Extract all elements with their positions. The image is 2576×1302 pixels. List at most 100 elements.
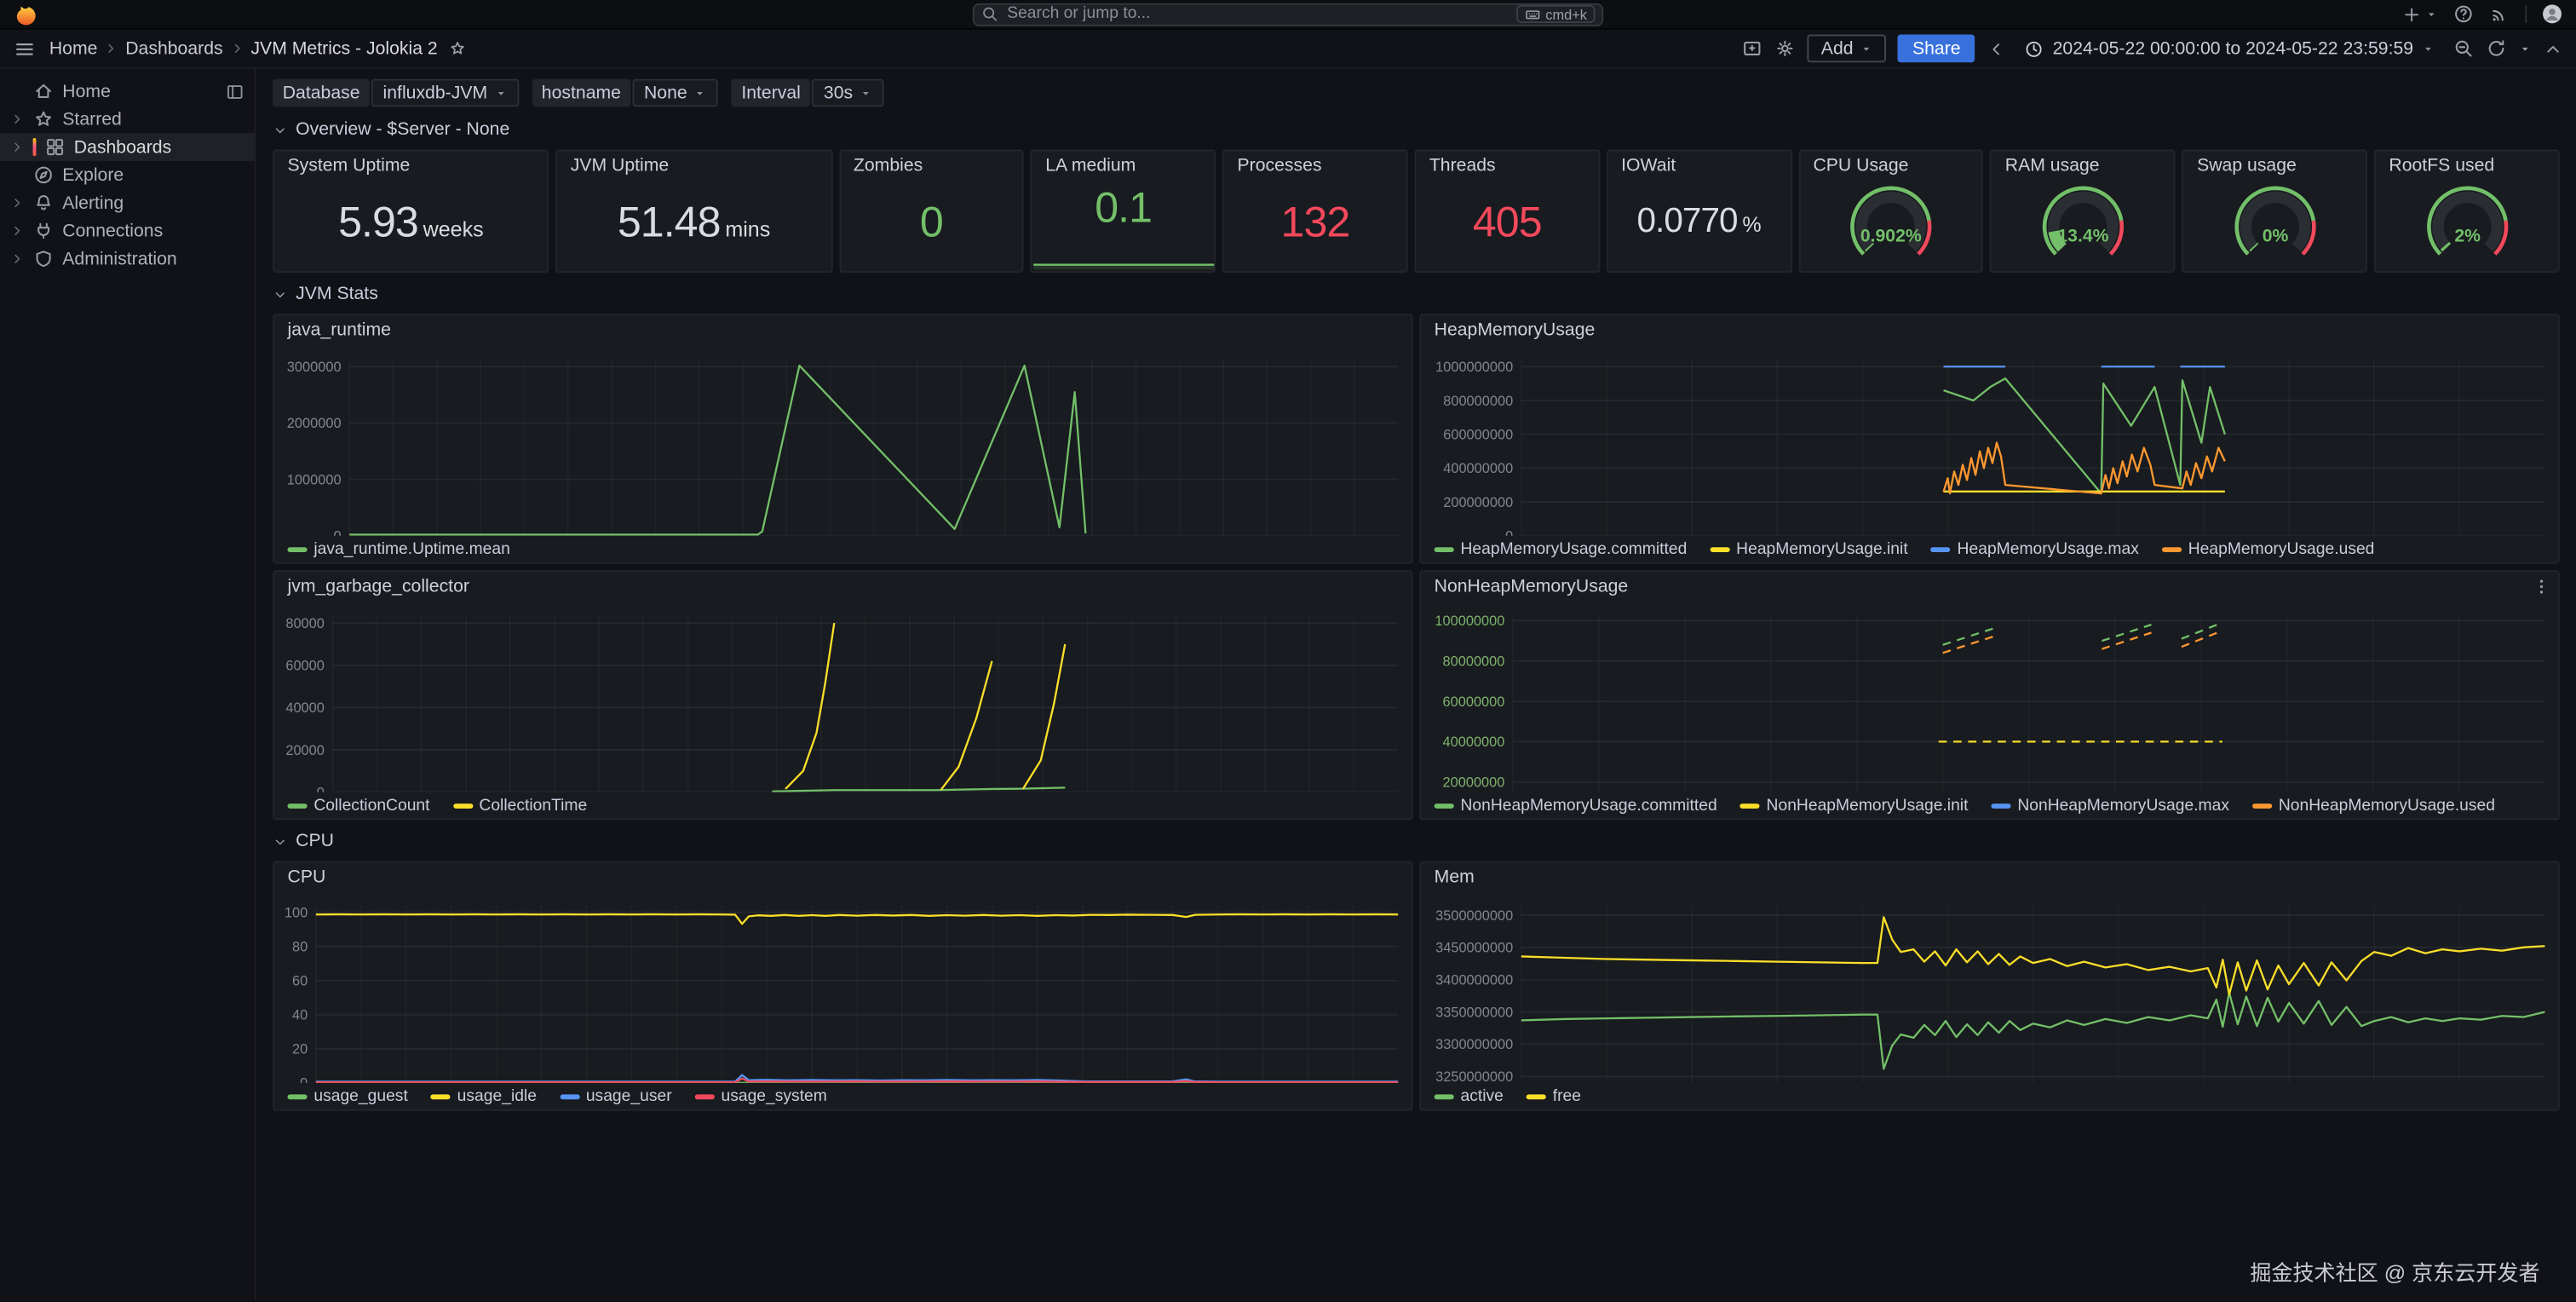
panel-title[interactable]: LA medium: [1045, 156, 1136, 176]
panel-title[interactable]: Threads: [1429, 156, 1496, 176]
row-header-overview[interactable]: Overview - $Server - None: [273, 117, 2560, 143]
add-button[interactable]: Add: [1808, 34, 1887, 63]
variable-value-dropdown[interactable]: 30s: [812, 78, 884, 107]
variable-label: Database: [273, 78, 371, 107]
search-shortcut-text: cmd+k: [1545, 5, 1587, 23]
panel-title[interactable]: RAM usage: [2004, 156, 2100, 176]
panel-title[interactable]: Swap usage: [2197, 156, 2297, 176]
panel-title[interactable]: Processes: [1237, 156, 1322, 176]
zoom-out-icon[interactable]: [2452, 37, 2474, 59]
news-icon[interactable]: [2489, 3, 2510, 25]
variable-hostname: hostname None: [532, 78, 719, 107]
variable-value-dropdown[interactable]: None: [632, 78, 719, 107]
home-icon: [33, 80, 55, 101]
sidebar-item-dashboards[interactable]: Dashboards: [0, 133, 255, 161]
legend-item[interactable]: java_runtime.Uptime.mean: [287, 540, 510, 558]
legend-item[interactable]: NonHeapMemoryUsage.init: [1739, 796, 1968, 815]
menu-toggle-icon[interactable]: [13, 37, 36, 60]
chevron-down-icon: [273, 834, 287, 849]
gauge-canvas: 13.4%: [2042, 185, 2124, 255]
dock-menu-icon[interactable]: [225, 81, 244, 101]
legend-item[interactable]: CollectionTime: [452, 796, 587, 815]
svg-text:80000: 80000: [285, 616, 325, 631]
search-icon: [980, 5, 998, 23]
svg-text:20: 20: [292, 1042, 308, 1057]
sidebar-item-explore[interactable]: Explore: [0, 161, 255, 189]
panel-title[interactable]: IOWait: [1621, 156, 1676, 176]
new-menu-button[interactable]: [2402, 4, 2438, 24]
search-shortcut-badge: cmd+k: [1515, 4, 1596, 23]
panel-title[interactable]: NonHeapMemoryUsage: [1434, 576, 1629, 597]
chart-area: 00:0002:0004:0006:0008:0010:0012:0014:00…: [1421, 894, 2558, 1083]
chart-canvas[interactable]: 00:0001:0002:0003:0004:0005:0006:0007:00…: [274, 347, 1412, 536]
panel-title[interactable]: Mem: [1434, 867, 1475, 888]
time-range-picker[interactable]: 2024-05-22 00:00:00 to 2024-05-22 23:59:…: [2018, 34, 2441, 62]
legend-item[interactable]: HeapMemoryUsage.max: [1930, 540, 2139, 558]
chart-canvas[interactable]: 00:0001:0002:0003:0004:0005:0006:0007:00…: [274, 894, 1412, 1083]
row-title: Overview - $Server - None: [296, 119, 510, 140]
legend-item[interactable]: HeapMemoryUsage.init: [1710, 540, 1908, 558]
search-input[interactable]: Search or jump to... cmd+k: [972, 2, 1604, 26]
collapse-controls-icon[interactable]: [2543, 38, 2562, 58]
expand-chevron-icon[interactable]: [10, 195, 25, 210]
grafana-logo-icon[interactable]: [13, 1, 39, 27]
time-shift-back-icon[interactable]: [1987, 38, 2006, 58]
legend-item[interactable]: NonHeapMemoryUsage.committed: [1434, 796, 1717, 815]
legend-item[interactable]: usage_idle: [430, 1087, 537, 1105]
panel-non-heap-memory-usage: NonHeapMemoryUsage 00:0002:0004:0006:000…: [1419, 570, 2560, 821]
panel-title[interactable]: CPU Usage: [1813, 156, 1909, 176]
expand-chevron-icon[interactable]: [10, 251, 25, 266]
panel-title[interactable]: RootFS used: [2389, 156, 2495, 176]
panel-title[interactable]: java_runtime: [287, 320, 391, 341]
legend-item[interactable]: usage_user: [559, 1087, 672, 1105]
expand-chevron-icon[interactable]: [10, 223, 25, 238]
panel-title[interactable]: System Uptime: [287, 156, 411, 176]
add-panel-icon[interactable]: [1742, 37, 1763, 59]
stat-panel-system-uptime: System Uptime 5.93 weeks: [273, 149, 549, 274]
sidebar-item-connections[interactable]: Connections: [0, 217, 255, 245]
row-header-cpu[interactable]: CPU: [273, 828, 2560, 855]
svg-text:3300000000: 3300000000: [1435, 1037, 1513, 1052]
breadcrumb-item[interactable]: Dashboards: [125, 38, 223, 59]
favorite-star-icon[interactable]: [449, 39, 467, 57]
legend-item[interactable]: usage_guest: [287, 1087, 408, 1105]
share-button[interactable]: Share: [1897, 34, 1975, 63]
chart-canvas[interactable]: 00:0002:0004:0006:0008:0010:0012:0014:00…: [1421, 347, 2558, 536]
legend-item[interactable]: NonHeapMemoryUsage.used: [2252, 796, 2495, 815]
chart-canvas[interactable]: 00:0002:0004:0006:0008:0010:0012:0014:00…: [1421, 894, 2558, 1083]
legend-item[interactable]: NonHeapMemoryUsage.max: [1991, 796, 2229, 815]
panel-title[interactable]: CPU: [287, 867, 326, 888]
legend-item[interactable]: HeapMemoryUsage.committed: [1434, 540, 1687, 558]
sidebar-item-starred[interactable]: Starred: [0, 105, 255, 133]
expand-chevron-icon[interactable]: [10, 140, 25, 154]
sidebar-item-alerting[interactable]: Alerting: [0, 189, 255, 217]
breadcrumb-item[interactable]: JVM Metrics - Jolokia 2: [250, 38, 438, 59]
panel-title[interactable]: HeapMemoryUsage: [1434, 320, 1596, 341]
panel-menu-icon[interactable]: [2532, 577, 2551, 596]
chart-canvas[interactable]: 00:0001:0002:0003:0004:0005:0006:0007:00…: [274, 603, 1412, 792]
refresh-icon[interactable]: [2486, 37, 2507, 59]
time-range-text: 2024-05-22 00:00:00 to 2024-05-22 23:59:…: [2052, 38, 2414, 59]
expand-chevron-icon[interactable]: [10, 112, 25, 126]
sidebar-item-home[interactable]: Home: [0, 78, 255, 106]
breadcrumb-item[interactable]: Home: [49, 38, 98, 59]
row-header-jvm-stats[interactable]: JVM Stats: [273, 281, 2560, 308]
avatar[interactable]: [2541, 3, 2562, 25]
svg-text:1000000000: 1000000000: [1435, 360, 1513, 375]
panel-title[interactable]: Zombies: [853, 156, 923, 176]
gauge: 13.4%: [1992, 171, 2174, 272]
svg-text:200000000: 200000000: [1443, 495, 1513, 510]
legend-item[interactable]: active: [1434, 1087, 1504, 1105]
legend-item[interactable]: CollectionCount: [287, 796, 430, 815]
panel-title[interactable]: JVM Uptime: [570, 156, 670, 176]
help-icon[interactable]: [2452, 3, 2474, 25]
panel-title[interactable]: jvm_garbage_collector: [287, 576, 469, 597]
refresh-interval-caret[interactable]: [2518, 42, 2531, 55]
legend-item[interactable]: free: [1526, 1087, 1581, 1105]
variable-value-dropdown[interactable]: influxdb-JVM: [371, 78, 519, 107]
chart-canvas[interactable]: 00:0002:0004:0006:0008:0010:0012:0014:00…: [1421, 603, 2558, 792]
legend-item[interactable]: usage_system: [694, 1087, 827, 1105]
legend-item[interactable]: HeapMemoryUsage.used: [2161, 540, 2374, 558]
dashboard-settings-icon[interactable]: [1775, 37, 1797, 59]
sidebar-item-administration[interactable]: Administration: [0, 245, 255, 273]
